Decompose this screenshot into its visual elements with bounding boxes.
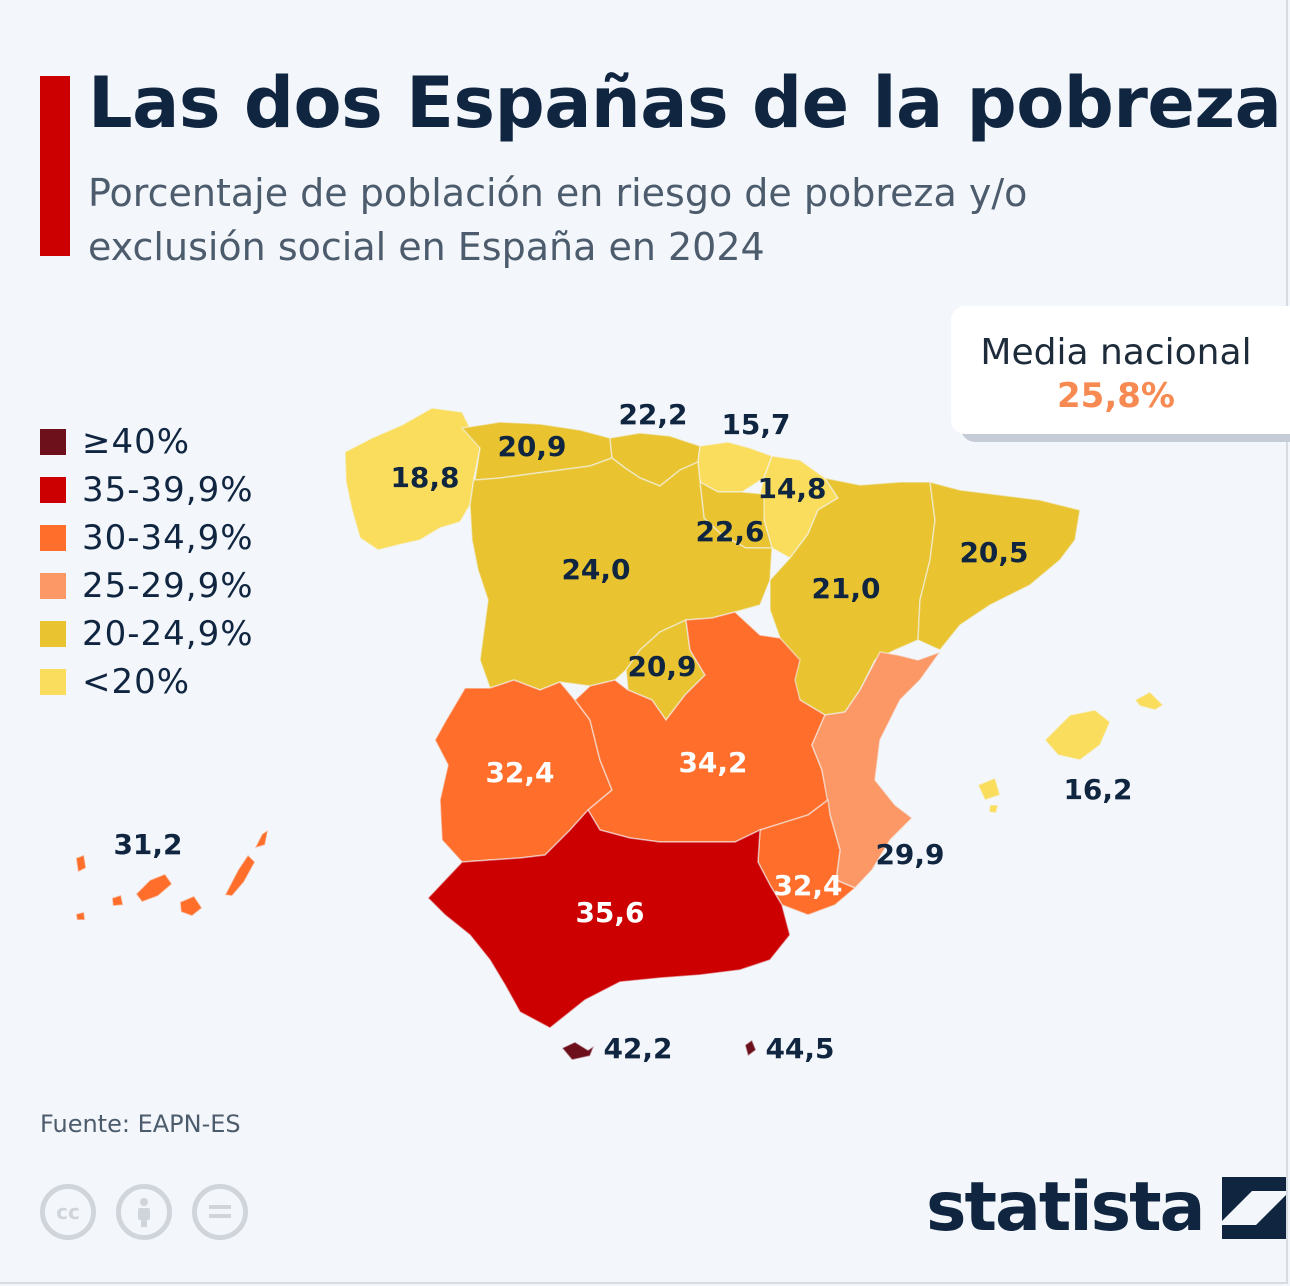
national-mean-value: 25,8%: [1057, 376, 1175, 416]
value-label-castilla-mancha: 34,2: [678, 746, 747, 779]
value-label-cantabria: 22,2: [618, 398, 687, 431]
region-baleares-formentera: [988, 804, 999, 814]
legend-item: <20%: [40, 658, 254, 706]
legend-swatch: [40, 525, 66, 551]
region-galicia: [344, 407, 481, 551]
legend-item: 30-34,9%: [40, 514, 254, 562]
value-label-asturias: 20,9: [497, 430, 566, 463]
legend-label: ≥40%: [82, 422, 191, 462]
legend-label: 20-24,9%: [82, 614, 254, 654]
legend-swatch: [40, 621, 66, 647]
brand-wordmark: statista: [926, 1168, 1206, 1247]
legend-swatch: [40, 429, 66, 455]
region-melilla: [744, 1038, 757, 1058]
value-label-canarias: 31,2: [113, 828, 182, 861]
value-label-extremadura: 32,4: [485, 756, 554, 789]
page-subtitle: Porcentaje de población en riesgo de pob…: [88, 171, 1028, 269]
legend-swatch: [40, 477, 66, 503]
value-label-madrid: 20,9: [627, 650, 696, 683]
legend-label: <20%: [82, 662, 191, 702]
value-label-baleares: 16,2: [1063, 773, 1132, 806]
value-label-castilla-leon: 24,0: [561, 553, 630, 586]
value-label-galicia: 18,8: [390, 461, 459, 494]
statista-logo: statista: [926, 1168, 1286, 1247]
region-canarias-fuerteventura: [223, 853, 256, 897]
value-label-pais-vasco: 15,7: [721, 408, 790, 441]
value-label-murcia: 32,4: [773, 869, 842, 902]
value-label-la-rioja: 22,6: [695, 515, 764, 548]
no-derivatives-icon: [192, 1184, 248, 1240]
title-accent-bar: [40, 76, 70, 256]
legend-item: 20-24,9%: [40, 610, 254, 658]
value-label-melilla: 44,5: [765, 1032, 834, 1065]
region-canarias-gran-canaria: [179, 895, 204, 917]
value-label-navarra: 14,8: [757, 472, 826, 505]
attribution-icon: [116, 1184, 172, 1240]
region-canarias-gomera: [111, 894, 124, 907]
cc-icon: cc: [40, 1184, 96, 1240]
region-canarias: [75, 853, 87, 874]
national-mean-label: Media nacional: [980, 332, 1252, 373]
value-label-aragon: 21,0: [811, 572, 880, 605]
value-label-cataluna: 20,5: [959, 536, 1028, 569]
region-ceuta: [560, 1041, 596, 1061]
legend-item: ≥40%: [40, 418, 254, 466]
region-andalucia: [426, 808, 791, 1029]
statista-mark-icon: [1221, 1176, 1286, 1239]
source-note: Fuente: EAPN-ES: [40, 1110, 241, 1138]
value-label-valencia: 29,9: [875, 838, 944, 871]
region-cataluna: [917, 480, 1081, 651]
legend-label: 25-29,9%: [82, 566, 254, 606]
region-baleares-menorca: [1133, 691, 1165, 711]
license-icons: cc: [40, 1184, 268, 1240]
region-canarias-hierro: [75, 911, 86, 921]
region-baleares: [1043, 709, 1111, 761]
legend-item: 25-29,9%: [40, 562, 254, 610]
legend-swatch: [40, 669, 66, 695]
legend-label: 30-34,9%: [82, 518, 254, 558]
value-label-andalucia: 35,6: [575, 896, 644, 929]
value-label-ceuta: 42,2: [603, 1032, 672, 1065]
page-title: Las dos Españas de la pobreza: [88, 62, 1282, 144]
legend: ≥40% 35-39,9% 30-34,9% 25-29,9% 20-24,9%…: [40, 418, 254, 706]
legend-swatch: [40, 573, 66, 599]
region-canarias-lanzarote: [253, 828, 270, 850]
region-baleares-ibiza: [976, 776, 1001, 801]
region-valencia: [811, 650, 943, 889]
legend-label: 35-39,9%: [82, 470, 254, 510]
region-canarias-tenerife: [135, 873, 174, 903]
legend-item: 35-39,9%: [40, 466, 254, 514]
national-mean-box: Media nacional 25,8%: [951, 306, 1290, 434]
